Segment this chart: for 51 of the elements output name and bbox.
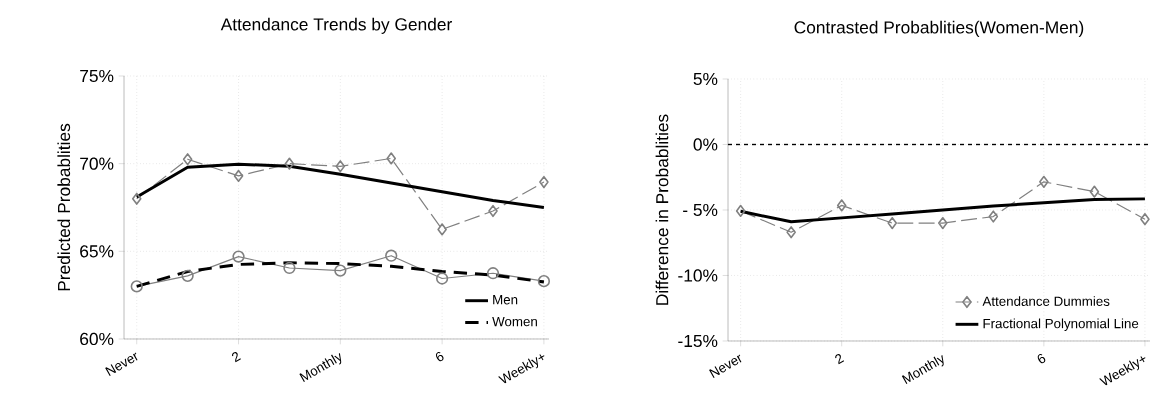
point	[937, 216, 948, 230]
point	[988, 210, 999, 223]
y-tick-label: -10%	[678, 269, 718, 282]
point	[233, 169, 244, 183]
y-tick-label: 75%	[80, 69, 114, 83]
point	[1140, 213, 1150, 226]
point	[735, 204, 746, 218]
legend-label: Fractional Polynomial Line	[983, 318, 1139, 331]
x-tick-label: 6	[1037, 354, 1046, 364]
line-series	[135, 162, 546, 209]
y-tick-label: 70%	[80, 157, 114, 170]
y-tick-label: 60%	[80, 332, 114, 346]
line-series	[135, 261, 546, 288]
point	[1089, 185, 1100, 198]
point	[182, 153, 193, 166]
legend-label: Women	[492, 316, 537, 327]
point	[486, 267, 500, 280]
chart-title: Contrasted Probablities(Women-Men)	[794, 20, 1084, 37]
y-tick-label: -15%	[678, 334, 718, 348]
y-tick-label: 5%	[693, 72, 718, 86]
x-tick-label: 2	[232, 352, 241, 363]
point	[131, 192, 142, 205]
point	[386, 152, 397, 165]
point	[539, 175, 549, 189]
y-axis-title: Predicted Probablities	[57, 123, 71, 291]
point	[232, 250, 245, 263]
point	[284, 157, 295, 170]
point	[488, 204, 498, 218]
legend-label: Men	[493, 295, 518, 305]
point	[335, 160, 346, 173]
chart-title: Attendance Trends by Gender	[220, 17, 452, 34]
point	[435, 272, 449, 285]
legend-label: Attendance Dummies	[982, 296, 1110, 306]
point	[887, 216, 898, 230]
point	[385, 249, 398, 262]
point	[1039, 175, 1049, 188]
y-axis-title: Difference in Probablities	[655, 114, 669, 305]
point	[130, 280, 143, 293]
y-tick-label: 0%	[693, 138, 718, 151]
y-tick-label: 65%	[80, 245, 114, 258]
y-tick-label: - 5%	[683, 203, 718, 217]
point	[786, 226, 796, 239]
point	[283, 261, 296, 275]
line-series	[739, 197, 1147, 224]
point	[181, 269, 194, 282]
x-tick-label: 6	[435, 352, 444, 362]
point	[437, 223, 447, 236]
point	[836, 199, 847, 212]
point	[334, 264, 347, 277]
x-tick-label: 2	[835, 354, 845, 365]
point	[537, 274, 551, 288]
